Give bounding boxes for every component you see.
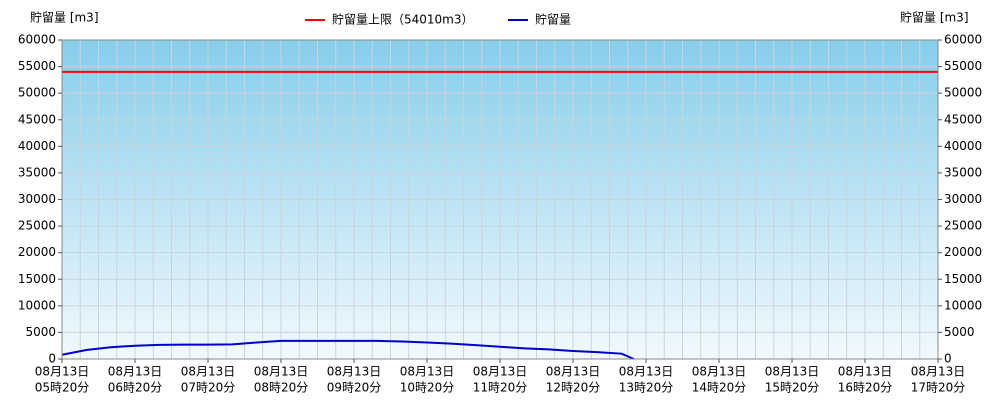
x-tick-time: 06時20分 xyxy=(108,381,163,395)
y2-tick-label: 40000 xyxy=(944,139,982,153)
y-tick-label: 15000 xyxy=(18,272,56,286)
x-tick-time: 17時20分 xyxy=(911,381,966,395)
x-tick-time: 13時20分 xyxy=(619,381,674,395)
y-tick-label: 10000 xyxy=(18,298,56,312)
x-tick-time: 16時20分 xyxy=(838,381,893,395)
legend-label: 貯留量 xyxy=(535,13,571,27)
x-tick-date: 08月13日 xyxy=(911,365,966,379)
x-tick-time: 08時20分 xyxy=(254,381,309,395)
x-tick-date: 08月13日 xyxy=(35,365,90,379)
x-tick-date: 08月13日 xyxy=(108,365,163,379)
y-tick-label: 55000 xyxy=(18,59,56,73)
x-tick-date: 08月13日 xyxy=(473,365,528,379)
y-tick-label: 0 xyxy=(48,352,56,366)
series-line xyxy=(61,339,635,360)
y-tick-label: 5000 xyxy=(25,325,56,339)
y-tick-label: 25000 xyxy=(18,219,56,233)
x-tick-time: 12時20分 xyxy=(546,381,601,395)
x-tick-date: 08月13日 xyxy=(838,365,893,379)
x-tick-date: 08月13日 xyxy=(327,365,382,379)
y2-axis-title: 貯留量 [m3] xyxy=(900,11,969,25)
x-tick-time: 14時20分 xyxy=(692,381,747,395)
y-tick-label: 20000 xyxy=(18,245,56,259)
y2-tick-label: 15000 xyxy=(944,272,982,286)
x-tick-date: 08月13日 xyxy=(254,365,309,379)
y-tick-label: 30000 xyxy=(18,192,56,206)
y-tick-label: 45000 xyxy=(18,112,56,126)
x-tick-date: 08月13日 xyxy=(181,365,236,379)
y2-tick-label: 25000 xyxy=(944,219,982,233)
x-tick-time: 05時20分 xyxy=(35,381,90,395)
y2-tick-label: 10000 xyxy=(944,298,982,312)
x-tick-time: 11時20分 xyxy=(473,381,528,395)
y2-tick-label: 45000 xyxy=(944,112,982,126)
y2-tick-label: 20000 xyxy=(944,245,982,259)
x-tick-time: 10時20分 xyxy=(400,381,455,395)
x-tick-date: 08月13日 xyxy=(546,365,601,379)
x-tick-date: 08月13日 xyxy=(765,365,820,379)
y-tick-label: 50000 xyxy=(18,86,56,100)
x-tick-date: 08月13日 xyxy=(400,365,455,379)
x-tick-date: 08月13日 xyxy=(619,365,674,379)
y-tick-label: 60000 xyxy=(18,33,56,47)
y-axis-title: 貯留量 [m3] xyxy=(30,11,99,25)
y2-tick-label: 0 xyxy=(944,352,952,366)
y-tick-label: 35000 xyxy=(18,165,56,179)
y2-tick-label: 55000 xyxy=(944,59,982,73)
x-tick-time: 09時20分 xyxy=(327,381,382,395)
x-tick-time: 15時20分 xyxy=(765,381,820,395)
y2-tick-label: 35000 xyxy=(944,165,982,179)
y2-tick-label: 60000 xyxy=(944,33,982,47)
legend-label: 貯留量上限（54010m3） xyxy=(332,13,474,27)
x-tick-date: 08月13日 xyxy=(692,365,747,379)
plot xyxy=(61,70,938,360)
y2-tick-label: 5000 xyxy=(944,325,975,339)
y2-tick-label: 50000 xyxy=(944,86,982,100)
y-tick-label: 40000 xyxy=(18,139,56,153)
x-tick-time: 07時20分 xyxy=(181,381,236,395)
y2-tick-label: 30000 xyxy=(944,192,982,206)
